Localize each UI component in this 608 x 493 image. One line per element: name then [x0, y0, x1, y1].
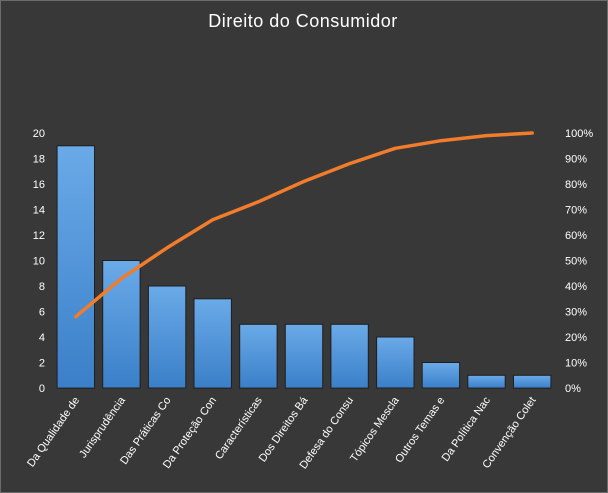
y2-tick-label: 20%	[565, 332, 587, 344]
x-category-label: Da Qualidade de	[25, 395, 82, 470]
bar-11	[513, 374, 552, 389]
bar-9	[421, 362, 461, 389]
y-tick-label: 2	[39, 358, 45, 370]
bar-5	[239, 323, 278, 389]
y-axis-left: 0 2 4 6 8 10 12 14 16 18 20	[33, 128, 45, 395]
y-tick-label: 0	[39, 383, 45, 395]
x-category-label: Outros Temas e	[393, 395, 447, 465]
y2-tick-label: 10%	[565, 358, 587, 370]
cumulative-line-series	[74, 131, 534, 319]
x-category-label: Dos Direitos Bá	[257, 394, 311, 464]
bar-2	[102, 260, 141, 389]
y-tick-label: 12	[33, 230, 45, 242]
x-category-label: Jurisprudência	[77, 394, 128, 460]
bar-3	[147, 285, 187, 389]
cumulative-percent-line	[74, 131, 534, 319]
bar-7	[330, 323, 369, 389]
bar-series	[56, 145, 552, 389]
y2-tick-label: 100%	[565, 128, 593, 140]
bar-4	[193, 298, 232, 389]
bar-6	[284, 323, 324, 389]
y2-tick-label: 70%	[565, 205, 587, 217]
y-tick-label: 8	[39, 281, 45, 293]
x-category-label: Da Política Nac	[440, 394, 494, 463]
y-tick-label: 10	[33, 256, 45, 268]
y2-tick-label: 60%	[565, 230, 587, 242]
bar-8	[376, 336, 415, 389]
x-category-label: Características	[213, 394, 265, 461]
bar-1	[56, 145, 95, 389]
y-axis-right: 0% 10% 20% 30% 40% 50% 60% 70% 80% 90% 100%	[565, 128, 593, 395]
y-tick-label: 14	[33, 205, 45, 217]
y2-tick-label: 50%	[565, 256, 587, 268]
y2-tick-label: 40%	[565, 281, 587, 293]
y2-tick-label: 90%	[565, 154, 587, 166]
bar-10	[467, 374, 506, 389]
y-tick-label: 6	[39, 307, 45, 319]
x-category-label: Tópicos Mescla	[348, 394, 402, 464]
y2-tick-label: 80%	[565, 179, 587, 191]
y-tick-label: 20	[33, 128, 45, 140]
y-tick-label: 16	[33, 179, 45, 191]
y-tick-label: 4	[39, 332, 45, 344]
x-category-label: Das Práticas Co	[118, 395, 173, 467]
y2-tick-label: 30%	[565, 307, 587, 319]
y-tick-label: 18	[33, 154, 45, 166]
chart-title: Direito do Consumidor	[208, 11, 398, 31]
y2-tick-label: 0%	[565, 383, 581, 395]
